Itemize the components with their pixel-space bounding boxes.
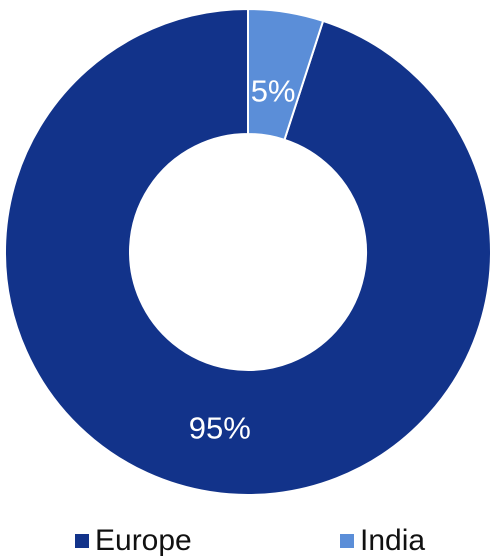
donut-slices	[4, 7, 492, 496]
legend-label-india: India	[360, 524, 426, 557]
legend-item-india: India	[340, 524, 425, 558]
donut-slice-india	[247, 7, 325, 142]
data-label-india: 5%	[251, 74, 296, 109]
legend-label-europe: Europe	[95, 524, 192, 557]
legend-swatch-india	[340, 534, 354, 548]
donut-data-labels: 95% 5%	[189, 74, 296, 446]
data-label-europe: 95%	[189, 410, 251, 445]
legend-item-europe: Europe	[75, 524, 192, 558]
legend-swatch-europe	[75, 534, 89, 548]
donut-slice-europe	[4, 7, 492, 496]
chart-legend: Europe India	[0, 524, 492, 558]
